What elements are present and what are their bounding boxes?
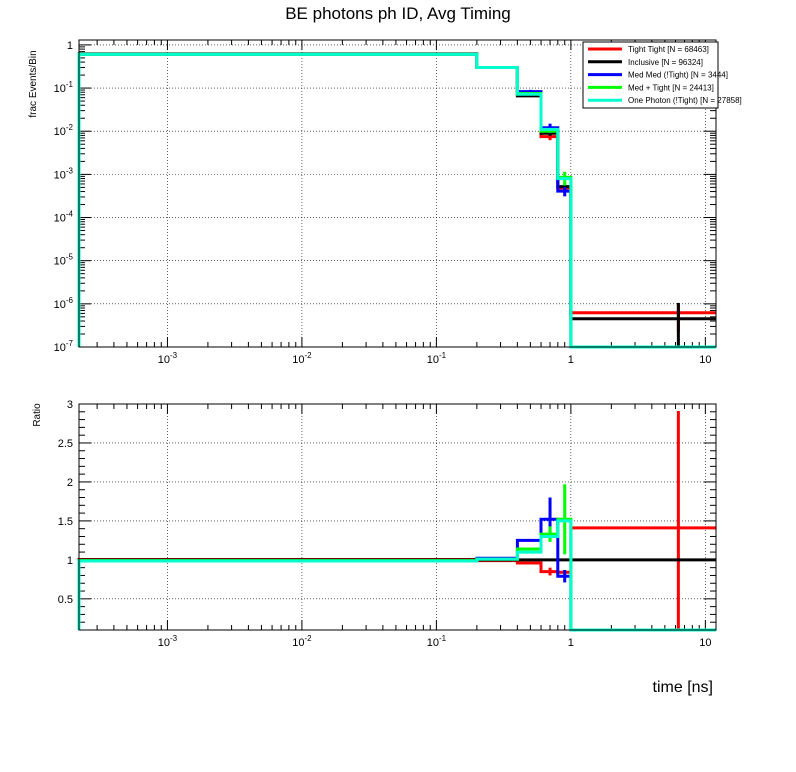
x-tick-label: 1 xyxy=(568,637,574,649)
y-tick-label-exponent: -5 xyxy=(66,253,74,262)
top-panel: 10-3 10-2 10-1 1 10110-110-210-310-410-510-6… xyxy=(54,39,717,366)
y-tick-label: 0.5 xyxy=(58,594,73,606)
y-tick-label: 3 xyxy=(67,399,73,411)
legend-label: One Photon (!Tight) [N = 27858] xyxy=(628,96,742,105)
x-tick-label-base: 10 xyxy=(158,637,170,649)
x-tick-label: 1 xyxy=(568,354,574,366)
x-tick-label: 10-2 xyxy=(292,351,312,366)
plot-frame xyxy=(78,39,717,348)
series-line xyxy=(77,526,716,630)
x-tick-label-exponent: -3 xyxy=(170,351,178,360)
y-tick-label: 10-2 xyxy=(54,123,74,138)
y-tick-label: 1.5 xyxy=(58,516,73,528)
y-tick-label-exponent: -2 xyxy=(66,123,74,132)
x-tick-label-base: 1 xyxy=(568,354,574,366)
top-y-axis-label: frac Events/Bin xyxy=(28,50,39,117)
x-tick-label-exponent: -1 xyxy=(439,634,447,643)
plot-frame xyxy=(78,403,717,631)
x-tick-label-exponent: -3 xyxy=(170,634,178,643)
y-tick-label-base: 10 xyxy=(54,342,66,354)
x-tick-label: 10-3 xyxy=(158,351,178,366)
x-tick-label-base: 10 xyxy=(427,637,439,649)
legend-label: Inclusive [N = 96324] xyxy=(628,58,703,67)
y-tick-label-exponent: -3 xyxy=(66,166,74,175)
y-tick-label: 10-5 xyxy=(54,253,74,268)
x-tick-label-base: 10 xyxy=(427,354,439,366)
x-tick-label-base: 10 xyxy=(699,354,711,366)
y-tick-label-base: 10 xyxy=(54,83,66,95)
y-tick-label: 2.5 xyxy=(58,438,73,450)
x-tick-label-base: 10 xyxy=(292,354,304,366)
series-line xyxy=(77,517,716,632)
legend: Tight Tight [N = 68463] Inclusive [N = 96… xyxy=(582,41,742,109)
x-tick-label: 10-2 xyxy=(292,634,312,649)
x-tick-label: 10 xyxy=(699,637,711,649)
x-axis-label: time [ns] xyxy=(653,679,713,696)
x-tick-label: 10-1 xyxy=(427,351,447,366)
y-tick-label-base: 10 xyxy=(54,126,66,138)
x-tick-label-base: 10 xyxy=(158,354,170,366)
x-tick-label: 10-3 xyxy=(158,634,178,649)
series-line xyxy=(77,517,716,632)
x-tick-label-base: 1 xyxy=(568,637,574,649)
x-tick-label: 10 xyxy=(699,354,711,366)
x-tick-label-base: 10 xyxy=(699,637,711,649)
y-tick-label: 10-4 xyxy=(54,210,74,225)
y-tick-label-base: 10 xyxy=(54,256,66,268)
y-tick-label-exponent: -4 xyxy=(66,210,74,219)
series-line xyxy=(77,52,716,349)
bottom-panel: 10-3 10-2 10-1 1 100.511.522.53 xyxy=(58,399,717,649)
y-tick-label: 2 xyxy=(67,477,73,489)
legend-label: Tight Tight [N = 68463] xyxy=(628,45,709,54)
y-tick-label: 1 xyxy=(67,40,73,52)
x-tick-label-base: 10 xyxy=(292,637,304,649)
y-tick-label-base: 10 xyxy=(54,299,66,311)
y-tick-label: 10-7 xyxy=(54,339,74,354)
y-tick-label: 10-6 xyxy=(54,296,74,311)
y-tick-label-base: 10 xyxy=(54,169,66,181)
y-tick-label: 10-3 xyxy=(54,166,74,181)
y-tick-label-exponent: -6 xyxy=(66,296,74,305)
y-tick-label-exponent: -1 xyxy=(66,80,74,89)
x-tick-label-exponent: -1 xyxy=(439,351,447,360)
y-tick-label-exponent: -7 xyxy=(66,339,74,348)
y-tick-label: 10-1 xyxy=(54,80,74,95)
x-tick-label-exponent: -2 xyxy=(304,351,312,360)
x-tick-label: 10-1 xyxy=(427,634,447,649)
chart-title: BE photons ph ID, Avg Timing xyxy=(285,4,511,23)
legend-label: Med + Tight [N = 24413] xyxy=(628,83,714,92)
legend-label: Med Med (!Tight) [N = 3444] xyxy=(628,71,728,80)
series-line xyxy=(77,558,716,630)
series-line xyxy=(77,519,716,632)
y-tick-label: 1 xyxy=(67,555,73,567)
x-tick-label-exponent: -2 xyxy=(304,634,312,643)
bottom-y-axis-label: Ratio xyxy=(32,403,43,427)
y-tick-label-base: 10 xyxy=(54,213,66,225)
y-tick-label-base: 1 xyxy=(67,40,73,52)
